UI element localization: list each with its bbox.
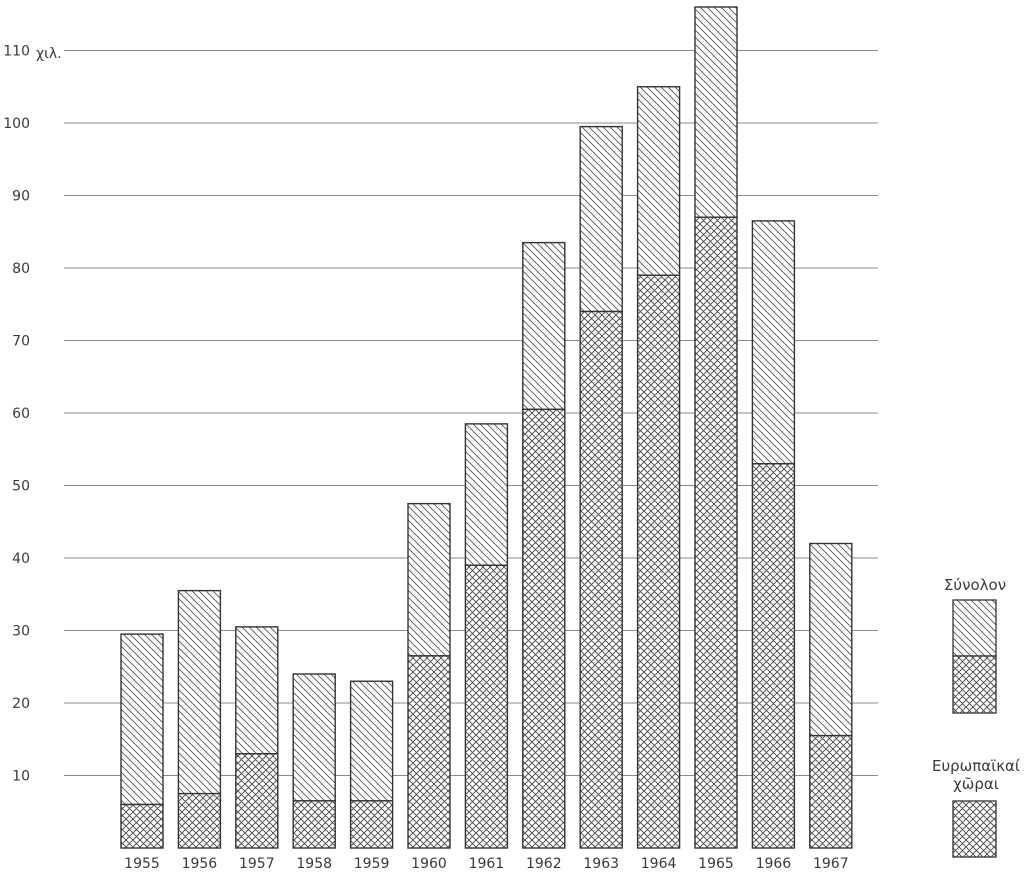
bar-total-1960 — [407, 502, 451, 657]
bar-europe-1965 — [694, 216, 738, 849]
bar-total-1965 — [694, 6, 738, 218]
bar-total-1959 — [349, 680, 394, 802]
y-tick-label: 90 — [12, 189, 30, 205]
bar-europe-1961 — [464, 564, 509, 849]
y-tick-label: 110 — [3, 44, 30, 60]
bar-europe-1967 — [809, 734, 853, 849]
legend-swatch-total-upper — [952, 599, 997, 657]
y-tick-label: 70 — [12, 334, 30, 350]
bars — [120, 6, 853, 849]
bar-total-1957 — [235, 626, 279, 755]
legend-swatch-total-lower — [952, 655, 997, 714]
bar-total-1963 — [579, 125, 623, 313]
x-tick-label: 1965 — [698, 856, 734, 872]
bar-europe-1955 — [120, 803, 164, 849]
x-tick-label: 1961 — [469, 856, 505, 872]
x-tick-label: 1962 — [526, 856, 562, 872]
y-axis-ticks: 10 20 30 40 50 60 70 80 90 100 110 — [3, 44, 30, 785]
y-tick-label: 80 — [12, 261, 30, 277]
bar-total-1956 — [177, 589, 222, 795]
x-tick-label: 1959 — [354, 856, 390, 872]
y-unit-label: χιλ. — [36, 46, 62, 62]
y-tick-label: 50 — [12, 479, 30, 495]
bar-europe-1957 — [235, 753, 279, 849]
bar-europe-1962 — [522, 408, 566, 849]
bar-total-1961 — [464, 423, 509, 566]
x-tick-label: 1955 — [124, 856, 160, 872]
bar-total-1955 — [120, 633, 164, 806]
bar-europe-1963 — [579, 310, 623, 849]
bar-europe-1959 — [349, 800, 394, 849]
bar-europe-1966 — [751, 463, 796, 849]
bar-total-1962 — [522, 241, 566, 411]
legend-label-europe-line1: Ευρωπαϊκαί — [932, 757, 1020, 775]
bar-europe-1956 — [177, 792, 222, 849]
y-tick-label: 20 — [12, 696, 30, 712]
bar-total-1966 — [751, 220, 796, 465]
x-tick-label: 1966 — [756, 856, 792, 872]
x-tick-label: 1956 — [182, 856, 218, 872]
x-axis-labels: 1955 1956 1957 1958 1959 1960 1961 1962 1963 1964… — [124, 856, 848, 872]
legend-label-total: Σύνολον — [944, 576, 1006, 594]
legend-label-europe-line2: χῶραι — [953, 775, 999, 793]
bar-europe-1958 — [292, 800, 336, 849]
bar-total-1958 — [292, 673, 336, 802]
x-tick-label: 1960 — [411, 856, 447, 872]
y-tick-label: 100 — [3, 116, 30, 132]
legend-swatch-europe — [952, 800, 997, 858]
y-tick-label: 60 — [12, 406, 30, 422]
y-tick-label: 40 — [12, 551, 30, 567]
bar-europe-1964 — [636, 274, 681, 849]
y-tick-label: 30 — [12, 624, 30, 640]
y-tick-label: 10 — [12, 769, 30, 785]
x-tick-label: 1964 — [641, 856, 677, 872]
bar-total-1967 — [809, 542, 853, 737]
bar-europe-1960 — [407, 655, 451, 849]
x-tick-label: 1963 — [583, 856, 619, 872]
x-tick-label: 1957 — [239, 856, 275, 872]
x-tick-label: 1967 — [813, 856, 849, 872]
x-tick-label: 1958 — [296, 856, 332, 872]
bar-total-1964 — [636, 86, 681, 276]
